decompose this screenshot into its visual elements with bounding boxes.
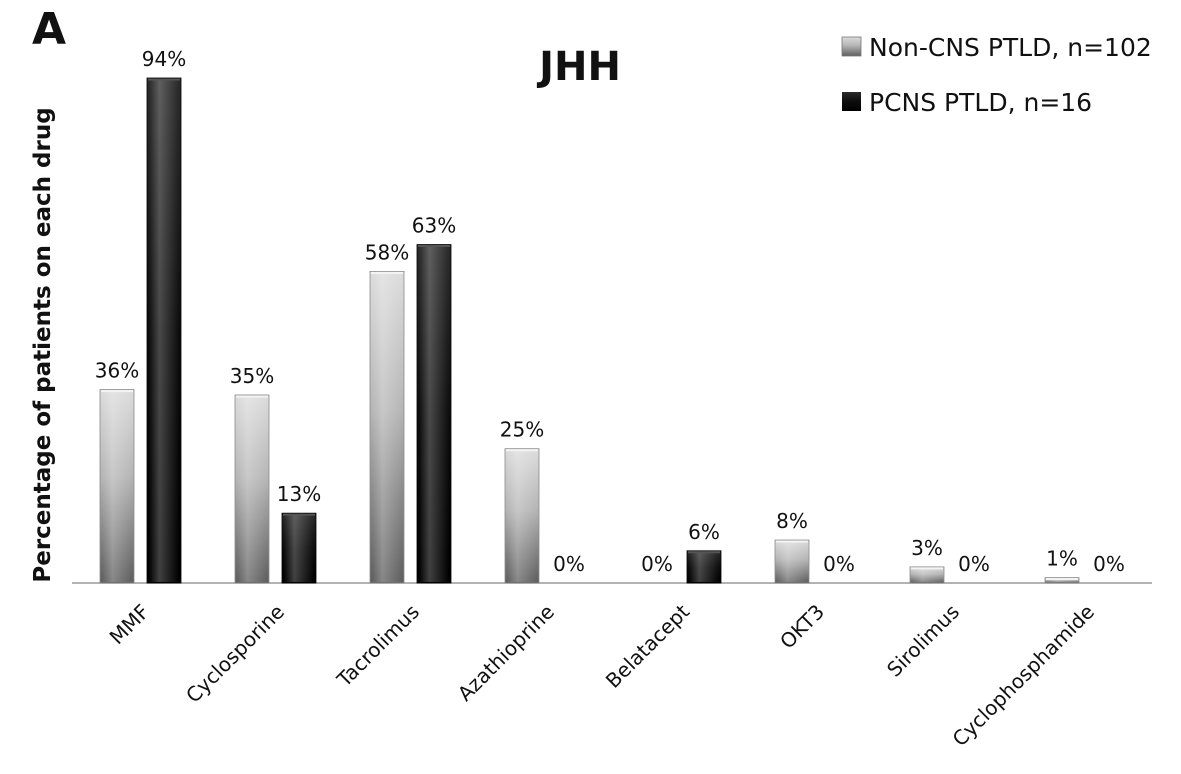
value-label-tacrolimus-series-2: 63% bbox=[412, 214, 456, 238]
category-label-cyclosporine: Cyclosporine bbox=[181, 600, 289, 708]
category-label-belatacept: Belatacept bbox=[601, 599, 694, 692]
value-label-tacrolimus-series-1: 58% bbox=[365, 240, 409, 264]
bar-shine-mmf-series-2 bbox=[149, 79, 179, 582]
bar-shine-tacrolimus-series-2 bbox=[419, 245, 449, 583]
value-label-azathioprine-series-2: 0% bbox=[553, 552, 585, 576]
value-label-cyclosporine-series-1: 35% bbox=[230, 364, 274, 388]
y-axis-label: Percentage of patients on each drug bbox=[30, 107, 56, 582]
value-labels-layer: 36% 94% 35% 13% 58%63% 25% 0% 0% 6% 8% 0% 3% 0% 1% 0% bbox=[95, 47, 1125, 576]
bar-shine-cyclophosphamide-series-1 bbox=[1047, 578, 1077, 582]
legend-item-pcns: PCNS PTLD, n=16 bbox=[842, 88, 1092, 117]
value-label-cyclophosphamide-series-1: 1% bbox=[1046, 547, 1078, 571]
bar-shine-cyclosporine-series-1 bbox=[237, 395, 267, 582]
legend-label-non-cns: Non-CNS PTLD, n=102 bbox=[869, 33, 1152, 62]
bar-shine-cyclosporine-series-2 bbox=[284, 514, 314, 582]
value-label-mmf-series-2: 94% bbox=[142, 47, 186, 71]
category-label-mmf: MMF bbox=[105, 600, 155, 650]
bar-shine-mmf-series-1 bbox=[102, 390, 132, 582]
value-label-mmf-series-1: 36% bbox=[95, 359, 139, 383]
category-label-azathioprine: Azathioprine bbox=[453, 600, 559, 706]
category-label-tacrolimus: Tacrolimus bbox=[331, 600, 424, 693]
legend-label-pcns: PCNS PTLD, n=16 bbox=[869, 88, 1092, 117]
legend: Non-CNS PTLD, n=102 PCNS PTLD, n=16 bbox=[841, 33, 1152, 117]
category-label-cyclophosphamide: Cyclophosphamide bbox=[948, 600, 1100, 752]
value-label-sirolimus-series-2: 0% bbox=[958, 552, 990, 576]
value-label-cyclophosphamide-series-2: 0% bbox=[1093, 552, 1125, 576]
legend-item-non-cns: Non-CNS PTLD, n=102 bbox=[841, 33, 1152, 62]
bar-shine-azathioprine-series-1 bbox=[507, 449, 537, 582]
category-label-sirolimus: Sirolimus bbox=[882, 600, 964, 682]
bar-shine-belatacept-series-2 bbox=[689, 551, 719, 582]
bars-layer bbox=[99, 77, 1080, 584]
value-label-belatacept-series-1: 0% bbox=[641, 552, 673, 576]
bar-shine-sirolimus-series-1 bbox=[912, 567, 942, 582]
value-label-cyclosporine-series-2: 13% bbox=[277, 482, 321, 506]
legend-swatch-non-cns bbox=[841, 36, 862, 57]
value-label-belatacept-series-2: 6% bbox=[688, 520, 720, 544]
legend-swatch-pcns bbox=[842, 92, 861, 111]
value-label-okt3-series-2: 0% bbox=[823, 552, 855, 576]
chart-title: JHH bbox=[536, 44, 621, 90]
category-label-okt3: OKT3 bbox=[775, 600, 829, 654]
value-label-okt3-series-1: 8% bbox=[776, 509, 808, 533]
value-label-azathioprine-series-1: 25% bbox=[500, 418, 544, 442]
bar-shine-tacrolimus-series-1 bbox=[372, 272, 402, 582]
category-labels-layer: MMF Cyclosporine Tacrolimus Azathioprine Bel… bbox=[105, 599, 1100, 751]
value-label-sirolimus-series-1: 3% bbox=[911, 536, 943, 560]
panel-label: A bbox=[32, 4, 66, 55]
bar-shine-okt3-series-1 bbox=[777, 541, 807, 582]
